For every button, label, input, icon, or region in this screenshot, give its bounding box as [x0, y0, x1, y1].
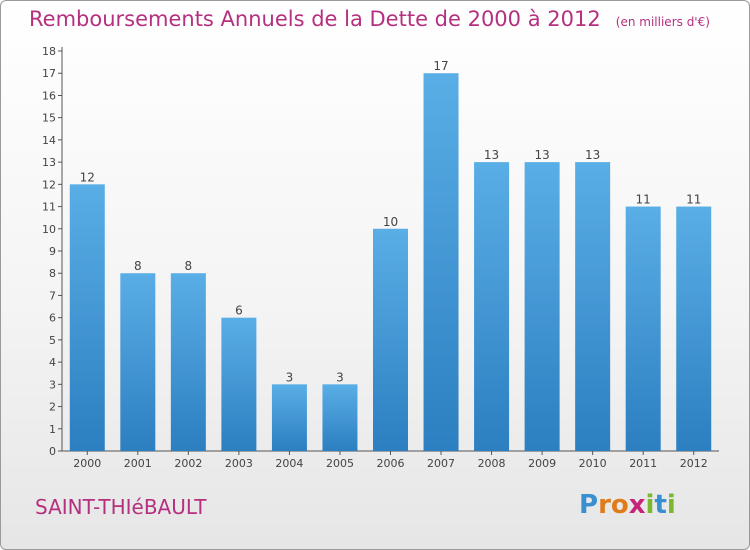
y-tick-label: 15 [42, 112, 56, 125]
y-tick-label: 4 [49, 356, 56, 369]
bar-2006 [373, 228, 408, 451]
y-tick-label: 14 [42, 134, 56, 147]
logo-letter: t [654, 490, 667, 520]
y-tick-label: 17 [42, 67, 56, 80]
bar-2004 [271, 384, 307, 451]
y-tick-label: 10 [42, 223, 56, 236]
labels: 0123456789101112131415161718200012200182… [42, 45, 708, 470]
y-tick-label: 11 [42, 201, 56, 214]
x-tick-label: 2000 [73, 457, 101, 470]
bar-2011 [625, 206, 661, 451]
bar-2000 [69, 184, 105, 452]
bar-2010 [575, 162, 611, 451]
data-label-2009: 13 [534, 148, 549, 162]
logo-letter: o [610, 490, 629, 520]
bar-2008 [474, 162, 510, 451]
bar-2001 [120, 273, 156, 451]
data-label-2008: 13 [484, 148, 499, 162]
x-tick-label: 2009 [528, 457, 556, 470]
chart-unit: (en milliers d'€) [615, 15, 710, 29]
y-tick-label: 18 [42, 45, 56, 58]
chart-title: Remboursements Annuels de la Dette de 20… [29, 7, 601, 31]
proxiti-logo: Proxiti [579, 490, 676, 520]
title-row: Remboursements Annuels de la Dette de 20… [29, 7, 710, 31]
x-tick-label: 2011 [629, 457, 657, 470]
data-label-2007: 17 [433, 59, 448, 73]
bar-2007 [423, 73, 459, 451]
y-tick-label: 0 [49, 445, 56, 458]
logo-letter: x [628, 490, 646, 520]
data-label-2001: 8 [134, 259, 142, 273]
y-tick-label: 7 [49, 289, 56, 302]
x-tick-label: 2004 [275, 457, 303, 470]
data-label-2011: 11 [636, 193, 651, 207]
bar-2003 [221, 317, 257, 451]
y-tick-label: 12 [42, 178, 56, 191]
x-tick-label: 2001 [124, 457, 152, 470]
x-tick-label: 2005 [326, 457, 354, 470]
y-tick-label: 6 [49, 312, 56, 325]
data-label-2000: 12 [80, 170, 95, 184]
x-tick-label: 2002 [174, 457, 202, 470]
x-tick-label: 2003 [225, 457, 253, 470]
data-label-2006: 10 [383, 215, 398, 229]
x-tick-label: 2012 [680, 457, 708, 470]
data-label-2002: 8 [185, 259, 193, 273]
y-tick-label: 2 [49, 401, 56, 414]
y-tick-label: 1 [49, 423, 56, 436]
y-tick-label: 9 [49, 245, 56, 258]
logo-letter: P [579, 490, 599, 520]
bar-2009 [524, 162, 560, 451]
data-label-2005: 3 [336, 370, 344, 384]
data-label-2010: 13 [585, 148, 600, 162]
x-tick-label: 2007 [427, 457, 455, 470]
y-tick-label: 8 [49, 267, 56, 280]
bar-2002 [170, 273, 206, 451]
bar-2012 [676, 206, 712, 451]
bars [69, 73, 712, 452]
x-tick-label: 2010 [579, 457, 607, 470]
data-label-2012: 11 [686, 193, 701, 207]
place-name: SAINT-THIéBAULT [35, 495, 207, 519]
logo-letter: i [645, 490, 655, 520]
x-tick-label: 2006 [377, 457, 405, 470]
y-tick-label: 3 [49, 378, 56, 391]
x-tick-label: 2008 [478, 457, 506, 470]
logo-letter: r [598, 490, 611, 520]
y-tick-label: 13 [42, 156, 56, 169]
logo-letter: i [666, 490, 676, 520]
y-tick-label: 5 [49, 334, 56, 347]
data-label-2003: 6 [235, 304, 243, 318]
data-label-2004: 3 [286, 370, 294, 384]
y-tick-label: 16 [42, 89, 56, 102]
bar-2005 [322, 384, 358, 451]
